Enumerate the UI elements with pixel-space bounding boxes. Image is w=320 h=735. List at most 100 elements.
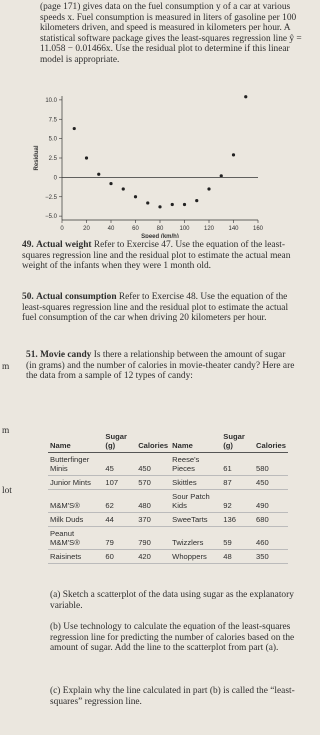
number-cell: 59 [221,526,255,550]
number-cell: 790 [136,526,171,550]
candy-table: Name Sugar (g) Calories Name Sugar (g) Calori… [48,430,288,564]
number-cell: 350 [254,549,288,564]
name-cell: SweeTarts [170,512,222,527]
margin-text: m [2,426,10,436]
number-cell: 61 [221,452,255,476]
x-tick-label: 0 [60,226,64,232]
column-header: Name [48,430,104,453]
point [195,199,199,203]
exercise: 50. Actual consumption Refer to Exercise… [22,292,300,324]
x-axis-label: Speed (km/h) [141,234,179,238]
intro: (page 171) gives data on the fuel consum… [40,2,302,65]
x-tick-label: 140 [228,226,239,232]
number-cell: 480 [136,489,171,513]
part-label: (c) [50,686,61,696]
name-cell: Reese's Pieces [170,452,222,476]
column-header: Calories [254,430,288,453]
margin-text: m [2,362,10,372]
y-tick-label: 10.0 [45,98,57,104]
name-cell: Twizzlers [170,526,222,550]
exercise-number: 49. [22,240,34,250]
point [170,202,174,207]
exercise-number: 50. [22,292,34,302]
y-tick-label: 2.5 [49,156,58,162]
point [72,126,76,131]
table-row: Raisinets 60 420 Whoppers 48 350 [48,549,288,564]
point [133,195,138,199]
point [97,172,101,176]
name-cell: Peanut M&M'S® [48,526,104,550]
exercise-number: 51. [26,350,38,360]
x-tick-label: 100 [179,226,190,232]
part: (c) Explain why the line calculated in p… [50,686,302,707]
x-tick-label: 120 [204,226,215,232]
exercise-text: Is there a relationship between the amou… [26,350,295,382]
part-label: (a) [50,590,61,600]
number-cell: 580 [254,452,288,476]
column-header: Name [170,430,222,453]
exercise-title: Actual weight [36,240,92,250]
number-cell: 680 [254,512,288,527]
point [109,181,113,186]
point [244,95,248,99]
exercise: 49. Actual weight Refer to Exercise 47. … [22,240,300,272]
margin-text: lot [2,486,12,496]
number-cell: 136 [221,512,255,527]
number-cell: 370 [136,512,171,527]
part: (b) Use technology to calculate the equa… [50,622,302,654]
point [84,156,89,160]
x-tick-label: 160 [253,226,264,232]
table-row: M&M'S® 62 480 Sour Patch Kids 92 490 [48,489,288,513]
y-axis-label: Residual [34,145,40,170]
x-tick-label: 80 [157,226,164,232]
name-cell: Raisinets [48,549,104,564]
number-cell: 44 [103,512,137,527]
point [158,205,162,209]
number-cell: 48 [221,549,255,564]
point [219,174,223,178]
number-cell: 460 [254,526,288,550]
name-cell: Sour Patch Kids [170,489,222,513]
point [182,202,187,207]
number-cell: 60 [103,549,137,564]
number-cell: 62 [103,489,137,513]
exercise: 51. Movie candy Is there a relationship … [26,350,298,382]
y-tick-label: −5.0 [45,214,58,220]
part-text: Sketch a scatterplot of the data using s… [50,590,294,611]
exercise-title: Actual consumption [36,292,117,302]
table-row: Milk Duds 44 370 SweeTarts 136 680 [48,512,288,527]
point [121,187,125,191]
exercise-title: Movie candy [40,350,92,360]
number-cell: 79 [103,526,137,550]
point [146,201,150,205]
table-row: Peanut M&M'S® 79 790 Twizzlers 59 460 [48,526,288,550]
number-cell: 45 [103,452,137,476]
column-header: Sugar (g) [221,430,255,453]
number-cell: 490 [254,489,288,513]
number-cell: 450 [254,475,288,490]
column-header: Sugar (g) [103,430,137,453]
y-tick-label: 5.0 [49,137,58,143]
page: (page 171) gives data on the fuel consum… [2,2,302,707]
number-cell: 450 [136,452,171,476]
part-text: Use technology to calculate the equation… [50,622,295,654]
y-tick-label: −2.5 [45,195,58,201]
y-tick-label: 0 [54,175,58,181]
name-cell: Junior Mints [48,475,104,490]
number-cell: 420 [136,549,171,564]
x-tick-label: 20 [83,226,90,232]
x-tick-label: 60 [132,226,139,232]
x-tick-label: 40 [108,226,115,232]
exercise-text: Refer to Exercise 48. Use the equation o… [22,292,289,324]
table-row: Butterfinger Minis 45 450 Reese's Pieces 61 5… [48,452,288,476]
name-cell: Milk Duds [48,512,104,527]
y-tick-label: 7.5 [49,117,58,123]
table-row: Junior Mints 107 570 Skittles 87 450 [48,475,288,490]
point [207,187,211,191]
name-cell: Skittles [170,475,222,490]
part-text: Explain why the line calculated in part … [50,686,295,707]
name-cell: Whoppers [170,549,222,564]
number-cell: 107 [103,475,137,490]
part: (a) Sketch a scatterplot of the data usi… [50,590,302,611]
point [231,153,236,157]
